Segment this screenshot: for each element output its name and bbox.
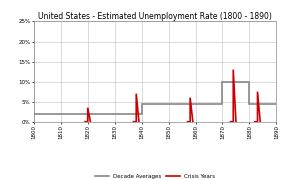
Legend: Decade Averages, Crisis Years: Decade Averages, Crisis Years: [93, 172, 217, 179]
Title: United States - Estimated Unemployment Rate (1800 - 1890): United States - Estimated Unemployment R…: [38, 12, 272, 21]
